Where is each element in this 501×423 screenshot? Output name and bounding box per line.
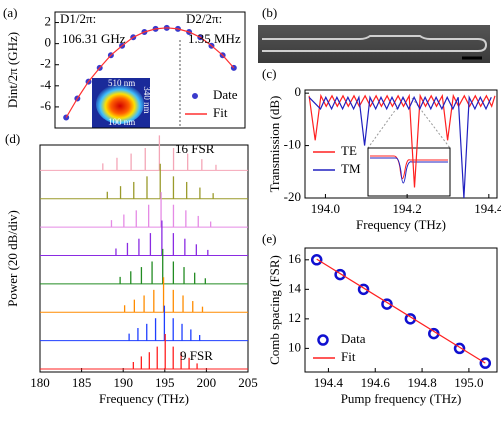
data-point [404, 313, 417, 325]
panel-label: (c) [262, 66, 276, 81]
y-axis-label: Dint/2π (GHz) [5, 32, 20, 108]
y-tick-label: 12 [288, 310, 301, 325]
legend-marker [317, 334, 329, 346]
y-tick-label: -10 [284, 137, 301, 152]
panel-label: (e) [262, 231, 276, 246]
annotation: 9 FSR [180, 348, 213, 363]
x-tick-label: 194.2 [393, 201, 422, 216]
zoom-inset [367, 147, 451, 197]
annotation: 1.35 MHz [188, 31, 241, 46]
plot-frame [304, 247, 498, 373]
mode-profile [96, 84, 144, 124]
x-tick-label: 185 [72, 375, 92, 390]
y-axis-label: Transmission (dB) [267, 96, 282, 193]
annotation: D2/2π: [186, 11, 222, 26]
plot-frame [304, 89, 498, 199]
y-tick-label: -2 [40, 56, 51, 71]
y-tick-label: -6 [40, 98, 51, 113]
panel-label: (d) [5, 131, 20, 146]
legend-label: Fit [213, 105, 228, 120]
x-tick-label: 195.0 [454, 375, 483, 390]
y-tick-label: -20 [284, 189, 301, 204]
series-line [308, 93, 496, 188]
x-axis-label: Pump frequency (THz) [341, 391, 462, 406]
data-point [334, 268, 346, 281]
series-line [316, 258, 486, 364]
zoom-line [411, 97, 451, 149]
inset-label: 340 nm [142, 86, 152, 113]
legend-label: TM [341, 161, 361, 176]
sem-image [258, 25, 490, 63]
data-point [381, 298, 393, 310]
x-axis-label: Frequency (THz) [99, 391, 189, 406]
x-tick-label: 194.4 [474, 201, 501, 216]
data-point [479, 357, 492, 369]
y-axis-label: Power (20 dB/div) [5, 210, 20, 307]
annotation: 106.31 GHz [62, 31, 126, 46]
x-axis-label: Frequency (THz) [356, 217, 446, 232]
x-tick-label: 190 [113, 375, 133, 390]
legend-label: Fit [341, 349, 356, 364]
x-tick-label: 194.6 [361, 375, 391, 390]
annotation: D1/2π: [60, 11, 96, 26]
y-tick-label: 10 [288, 339, 301, 354]
x-tick-label: 194.4 [314, 375, 344, 390]
x-tick-label: 180 [30, 375, 50, 390]
zoom-tm [370, 157, 448, 184]
y-tick-label: 2 [45, 14, 52, 29]
legend-label: Date [213, 87, 238, 102]
legend-label: TE [341, 143, 357, 158]
legend-marker [192, 93, 198, 99]
x-tick-label: 200 [197, 375, 217, 390]
series-line [65, 27, 235, 118]
x-tick-label: 194.8 [407, 375, 436, 390]
data-point [357, 283, 370, 296]
series-line [308, 94, 492, 199]
annotation: 16 FSR [175, 141, 215, 156]
panel-label: (b) [262, 5, 277, 20]
y-axis-label: Comb spacing (FSR) [267, 255, 282, 365]
plot-frame [39, 144, 249, 373]
x-tick-label: 195 [155, 375, 175, 390]
waveguide [262, 35, 488, 52]
y-tick-label: 14 [288, 280, 302, 295]
data-point [453, 342, 466, 355]
inset-label: 510 nm [108, 78, 135, 88]
x-tick-label: 205 [238, 375, 258, 390]
plot-frame [54, 11, 246, 129]
y-tick-label: -4 [40, 77, 51, 92]
x-tick-label: 194.0 [311, 201, 340, 216]
legend-label: Data [341, 331, 366, 346]
y-tick-label: 0 [45, 35, 52, 50]
data-point [310, 254, 323, 266]
panel-label: (a) [3, 5, 17, 20]
y-tick-label: 16 [288, 251, 302, 266]
y-tick-label: 0 [295, 84, 302, 99]
inset-label: 100 nm [108, 117, 135, 127]
